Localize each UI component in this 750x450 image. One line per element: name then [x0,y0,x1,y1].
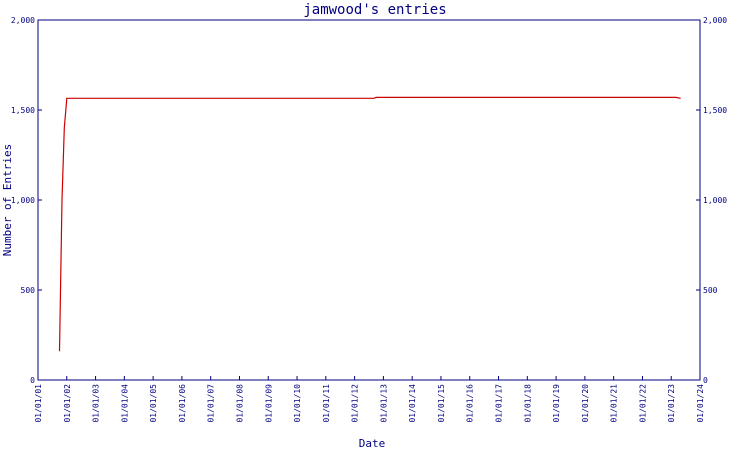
x-tick-label: 01/01/18 [523,384,532,423]
x-tick-label: 01/01/01 [34,384,43,423]
plot-area-frame [37,19,701,381]
x-tick-label: 01/01/17 [495,384,504,423]
series-line [58,96,681,352]
y-tick-label: 1,000 [11,196,35,205]
series-layer [58,96,681,352]
x-tick-label: 01/01/06 [178,384,187,423]
y-tick-label-right: 0 [703,376,708,385]
x-tick-label: 01/01/10 [293,384,302,423]
y-tick-label: 1,500 [11,106,35,115]
y-axis-right: 0 500 1,000 1,500 2,000 [696,16,727,385]
x-tick-label: 01/01/16 [466,384,475,423]
x-tick-label: 01/01/21 [610,384,619,423]
y-tick-label: 500 [21,286,36,295]
x-tick-label: 01/01/20 [581,384,590,423]
x-tick-label: 01/01/05 [149,384,158,423]
x-tick-label: 01/01/04 [120,384,129,423]
y-axis-title: Number of Entries [1,144,14,257]
y-tick-label-right: 1,000 [703,196,727,205]
x-tick-label: 01/01/13 [379,384,388,423]
y-tick-label: 2,000 [11,16,35,25]
x-axis-title: Date [359,437,386,450]
x-tick-label: 01/01/12 [351,384,360,423]
x-tick-label: 01/01/03 [92,384,101,423]
x-tick-label: 01/01/23 [667,384,676,423]
x-axis: 01/01/01 01/01/02 01/01/03 01/01/04 01/01/05… [34,376,705,423]
x-tick-label: 01/01/08 [235,384,244,423]
x-tick-label: 01/01/02 [63,384,72,423]
y-tick-label: 0 [30,376,35,385]
x-tick-label: 01/01/11 [322,384,331,423]
x-tick-label: 01/01/22 [638,384,647,423]
x-tick-label: 01/01/15 [437,384,446,423]
x-tick-label: 01/01/09 [264,384,273,423]
chart-title: jamwood's entries [303,2,446,18]
x-tick-label: 01/01/24 [696,384,705,423]
x-tick-label: 01/01/07 [207,384,216,423]
y-tick-label-right: 1,500 [703,106,727,115]
y-tick-label-right: 2,000 [703,16,727,25]
x-tick-label: 01/01/14 [408,384,417,423]
x-tick-label: 01/01/19 [552,384,561,423]
y-tick-label-right: 500 [703,286,718,295]
y-axis-left: 0 500 1,000 1,500 2,000 [11,16,42,385]
